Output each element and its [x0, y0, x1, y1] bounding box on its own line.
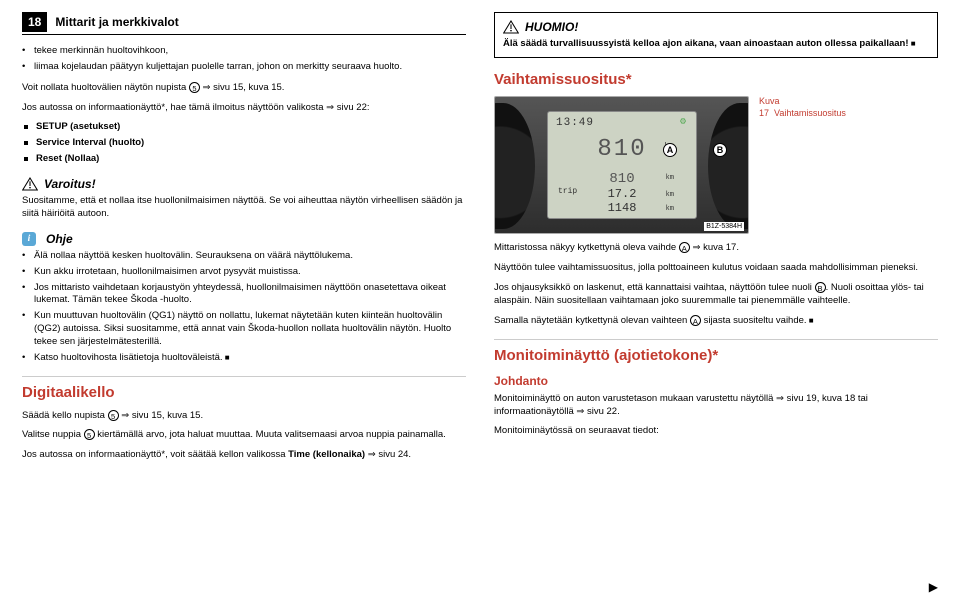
subsection-johdanto: Johdanto: [494, 373, 938, 389]
list-item: SETUP (asetukset): [22, 121, 466, 134]
list-item: tekee merkinnän huoltovihkoon,: [22, 45, 466, 58]
r-p3: Jos ohjausyksikkö on laskenut, että kann…: [494, 282, 938, 308]
lcd-odo-unit: km: [666, 205, 674, 214]
digik-p2: Valitse nuppia 5 kiertämällä arvo, jota …: [22, 429, 466, 442]
gauge-right: [708, 103, 749, 229]
text-bold: Time (kellonaika): [288, 449, 365, 460]
text: sijasta suositeltu vaihde.: [701, 315, 814, 326]
varoitus-heading: Varoitus!: [22, 176, 466, 192]
image-code: B1Z-5384H: [704, 222, 744, 231]
varoitus-title: Varoitus!: [44, 176, 96, 192]
text: Voit nollata huoltovälien näytön nupista: [22, 82, 189, 93]
huomio-body: Älä säädä turvallisuussyistä kelloa ajon…: [503, 38, 929, 51]
ohje-title: Ohje: [46, 231, 73, 247]
list-item: Älä nollaa näyttöä kesken huoltovälin. S…: [22, 250, 466, 263]
text: Katso huoltovihosta lisätietoja huoltovä…: [34, 352, 230, 363]
varoitus-body: Suositamme, että et nollaa itse huolloni…: [22, 195, 466, 221]
gear-icon: ⚙: [680, 116, 686, 130]
ref-circle-5: 5: [84, 429, 95, 440]
text: Jos autossa on informaationäyttö*, voit …: [22, 449, 288, 460]
joh-p2: Monitoiminäytössä on seuraavat tiedot:: [494, 425, 938, 438]
continue-arrow-icon: ▶: [929, 580, 938, 594]
section-monitoiminaytto: Monitoiminäyttö (ajotietokone)*: [494, 339, 938, 366]
figure-caption: Kuva 17 Vaihtamissuositus: [759, 96, 849, 119]
list-item: Service Interval (huolto): [22, 137, 466, 150]
right-column: HUOMIO! Älä säädä turvallisuussyistä kel…: [494, 12, 938, 592]
list-item: Jos mittaristo vaihdetaan korjaustyön yh…: [22, 282, 466, 308]
ohje-list: Älä nollaa näyttöä kesken huoltovälin. S…: [22, 250, 466, 365]
list-item: Katso huoltovihosta lisätietoja huoltovä…: [22, 352, 466, 365]
huomio-box: HUOMIO! Älä säädä turvallisuussyistä kel…: [494, 12, 938, 58]
ref-circle-a: A: [690, 315, 701, 326]
top-bullet-list: tekee merkinnän huoltovihkoon, liimaa ko…: [22, 45, 466, 74]
r-p2: Näyttöön tulee vaihtamissuositus, jolla …: [494, 262, 938, 275]
page-number: 18: [22, 12, 47, 32]
text: Valitse nuppia: [22, 429, 84, 440]
text: sivu 15, kuva 15.: [121, 410, 203, 421]
ref-circle-5: 5: [108, 410, 119, 421]
figure-wrap: 13:49 ⚙ 810 km 810 km trip 17.2 km 1148 …: [494, 96, 938, 234]
text: Säädä kello nupista: [22, 410, 108, 421]
gauge-left: [494, 103, 535, 229]
page-root: 18 Mittarit ja merkkivalot tekee merkinn…: [0, 0, 960, 600]
ohje-heading: i Ohje: [22, 231, 466, 247]
para-nollaa: Voit nollata huoltovälien näytön nupista…: [22, 82, 466, 95]
text: kiertämällä arvo, jota haluat muuttaa. M…: [95, 429, 446, 440]
left-column: 18 Mittarit ja merkkivalot tekee merkinn…: [22, 12, 466, 592]
lcd-mid-unit: km: [666, 174, 674, 183]
warning-icon: [503, 20, 519, 34]
list-item: Kun muuttuvan huoltovälin (QG1) näyttö o…: [22, 310, 466, 348]
r-p1: Mittaristossa näkyy kytkettynä oleva vai…: [494, 242, 938, 255]
joh-p1: Monitoiminäyttö on auton varustetason mu…: [494, 393, 938, 419]
lcd-panel: 13:49 ⚙ 810 km 810 km trip 17.2 km 1148 …: [547, 111, 697, 219]
ref-circle-b: B: [815, 282, 826, 293]
list-item: Kun akku irrotetaan, huollonilmaisimen a…: [22, 266, 466, 279]
huomio-title: HUOMIO!: [525, 19, 578, 35]
list-item: liimaa kojelaudan päätyyn kuljettajan pu…: [22, 61, 466, 74]
text: Samalla näytetään kytkettynä olevan vaih…: [494, 315, 690, 326]
section-vaihtamissuositus: Vaihtamissuositus*: [494, 70, 938, 90]
r-p4: Samalla näytetään kytkettynä olevan vaih…: [494, 315, 938, 328]
text: Mittaristossa näkyy kytkettynä oleva vai…: [494, 242, 679, 253]
text: kuva 17.: [692, 242, 739, 253]
list-item: Reset (Nollaa): [22, 153, 466, 166]
breadcrumb: Mittarit ja merkkivalot: [55, 14, 178, 30]
digik-p1: Säädä kello nupista 5 sivu 15, kuva 15.: [22, 410, 466, 423]
setup-list: SETUP (asetukset) Service Interval (huol…: [22, 121, 466, 165]
para-info: Jos autossa on informaationäyttö*, hae t…: [22, 102, 466, 115]
info-icon: i: [22, 232, 36, 246]
warning-icon: [22, 177, 38, 191]
dashboard-figure: 13:49 ⚙ 810 km 810 km trip 17.2 km 1148 …: [494, 96, 749, 234]
ref-circle-a: A: [679, 242, 690, 253]
page-header: 18 Mittarit ja merkkivalot: [22, 12, 466, 35]
huomio-heading: HUOMIO!: [503, 19, 929, 35]
fig-text: Vaihtamissuositus: [774, 108, 846, 118]
ref-circle-5: 5: [189, 82, 200, 93]
text: sivu 24.: [368, 449, 411, 460]
lcd-time: 13:49: [556, 116, 594, 131]
section-digitaalikello: Digitaalikello: [22, 376, 466, 403]
digik-p3: Jos autossa on informaationäyttö*, voit …: [22, 449, 466, 462]
text: sivu 15, kuva 15.: [203, 82, 285, 93]
text: Jos ohjausyksikkö on laskenut, että kann…: [494, 282, 815, 293]
lcd-trip-unit: km: [666, 191, 674, 200]
